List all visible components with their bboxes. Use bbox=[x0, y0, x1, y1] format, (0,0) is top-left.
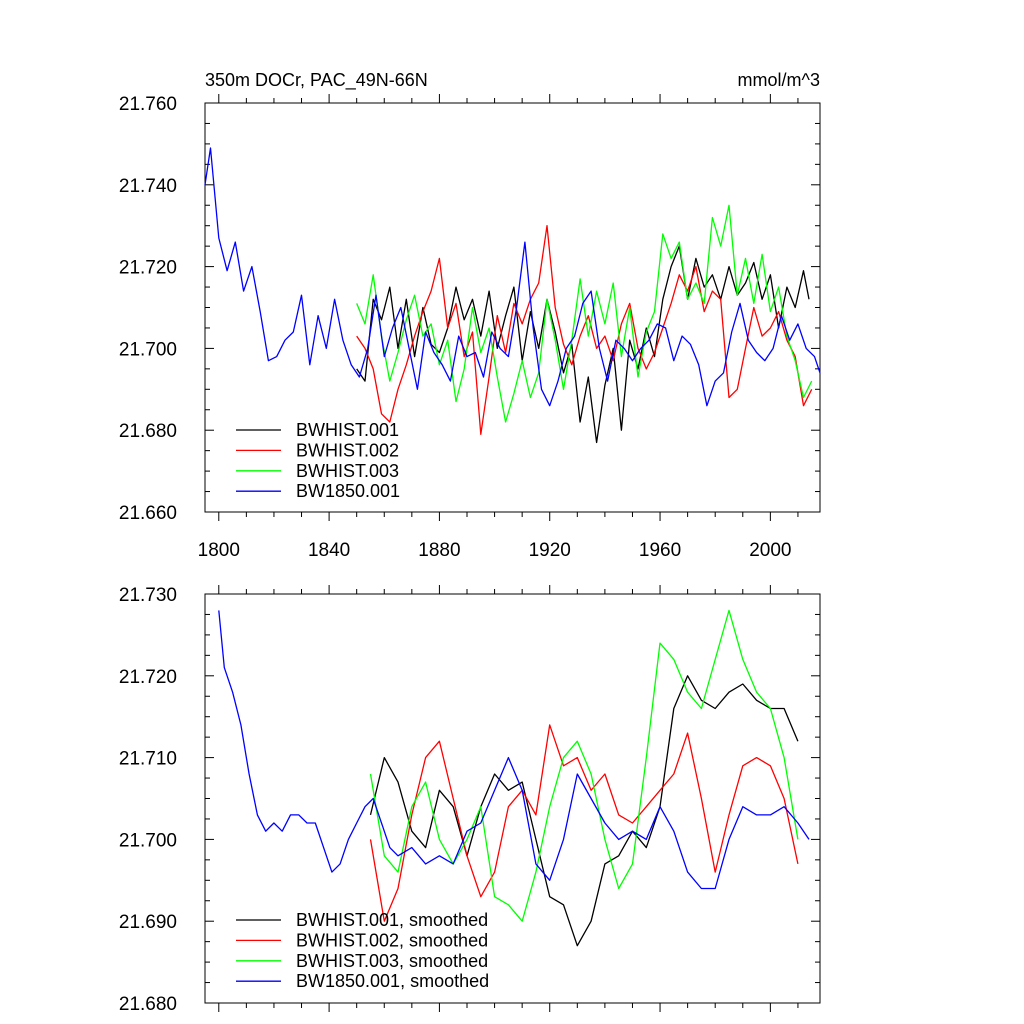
series-line bbox=[369, 724, 799, 922]
legend-label: BWHIST.003 bbox=[296, 461, 399, 481]
series-line bbox=[369, 609, 799, 922]
series-line bbox=[218, 610, 810, 890]
chart-title-units: mmol/m^3 bbox=[738, 70, 820, 90]
y-tick-label: 21.730 bbox=[119, 585, 177, 606]
y-tick-label: 21.680 bbox=[119, 421, 177, 442]
y-tick-label: 21.700 bbox=[119, 339, 177, 360]
legend-label: BW1850.001 bbox=[296, 481, 400, 501]
legend-label: BWHIST.002 bbox=[296, 440, 399, 460]
series-line bbox=[204, 147, 821, 407]
y-tick-label: 21.720 bbox=[119, 258, 177, 279]
x-tick-label: 2000 bbox=[749, 540, 791, 561]
series-line bbox=[356, 204, 813, 423]
x-tick-label: 1920 bbox=[529, 540, 571, 561]
x-tick-label: 1880 bbox=[418, 540, 460, 561]
legend-label: BWHIST.003, smoothed bbox=[296, 951, 488, 971]
legend-label: BWHIST.002, smoothed bbox=[296, 930, 488, 950]
x-tick-label: 1840 bbox=[308, 540, 350, 561]
legend-label: BWHIST.001 bbox=[296, 420, 399, 440]
annual-panel: 21.660 21.680 21.700 21.720 21.740 21.760 1800… bbox=[119, 94, 821, 561]
y-tick-label: 21.660 bbox=[119, 503, 177, 524]
y-tick-label: 21.760 bbox=[119, 94, 177, 115]
chart-title-left: 350m DOCr, PAC_49N-66N bbox=[205, 70, 428, 91]
x-tick-label: 1800 bbox=[198, 540, 240, 561]
smoothed-panel: 21.680 21.690 21.700 21.710 21.720 21.730 BWHI… bbox=[119, 585, 821, 1015]
legend-label: BWHIST.001, smoothed bbox=[296, 910, 488, 930]
y-tick-label: 21.700 bbox=[119, 830, 177, 851]
series-line bbox=[356, 225, 813, 435]
y-tick-label: 21.720 bbox=[119, 667, 177, 688]
x-tick-label: 1960 bbox=[639, 540, 681, 561]
y-tick-label: 21.710 bbox=[119, 749, 177, 770]
y-tick-label: 21.680 bbox=[119, 994, 177, 1015]
series-line bbox=[356, 245, 810, 444]
y-tick-label: 21.690 bbox=[119, 912, 177, 933]
legend-label: BW1850.001, smoothed bbox=[296, 971, 489, 991]
series-line bbox=[369, 675, 799, 947]
y-tick-label: 21.740 bbox=[119, 176, 177, 197]
